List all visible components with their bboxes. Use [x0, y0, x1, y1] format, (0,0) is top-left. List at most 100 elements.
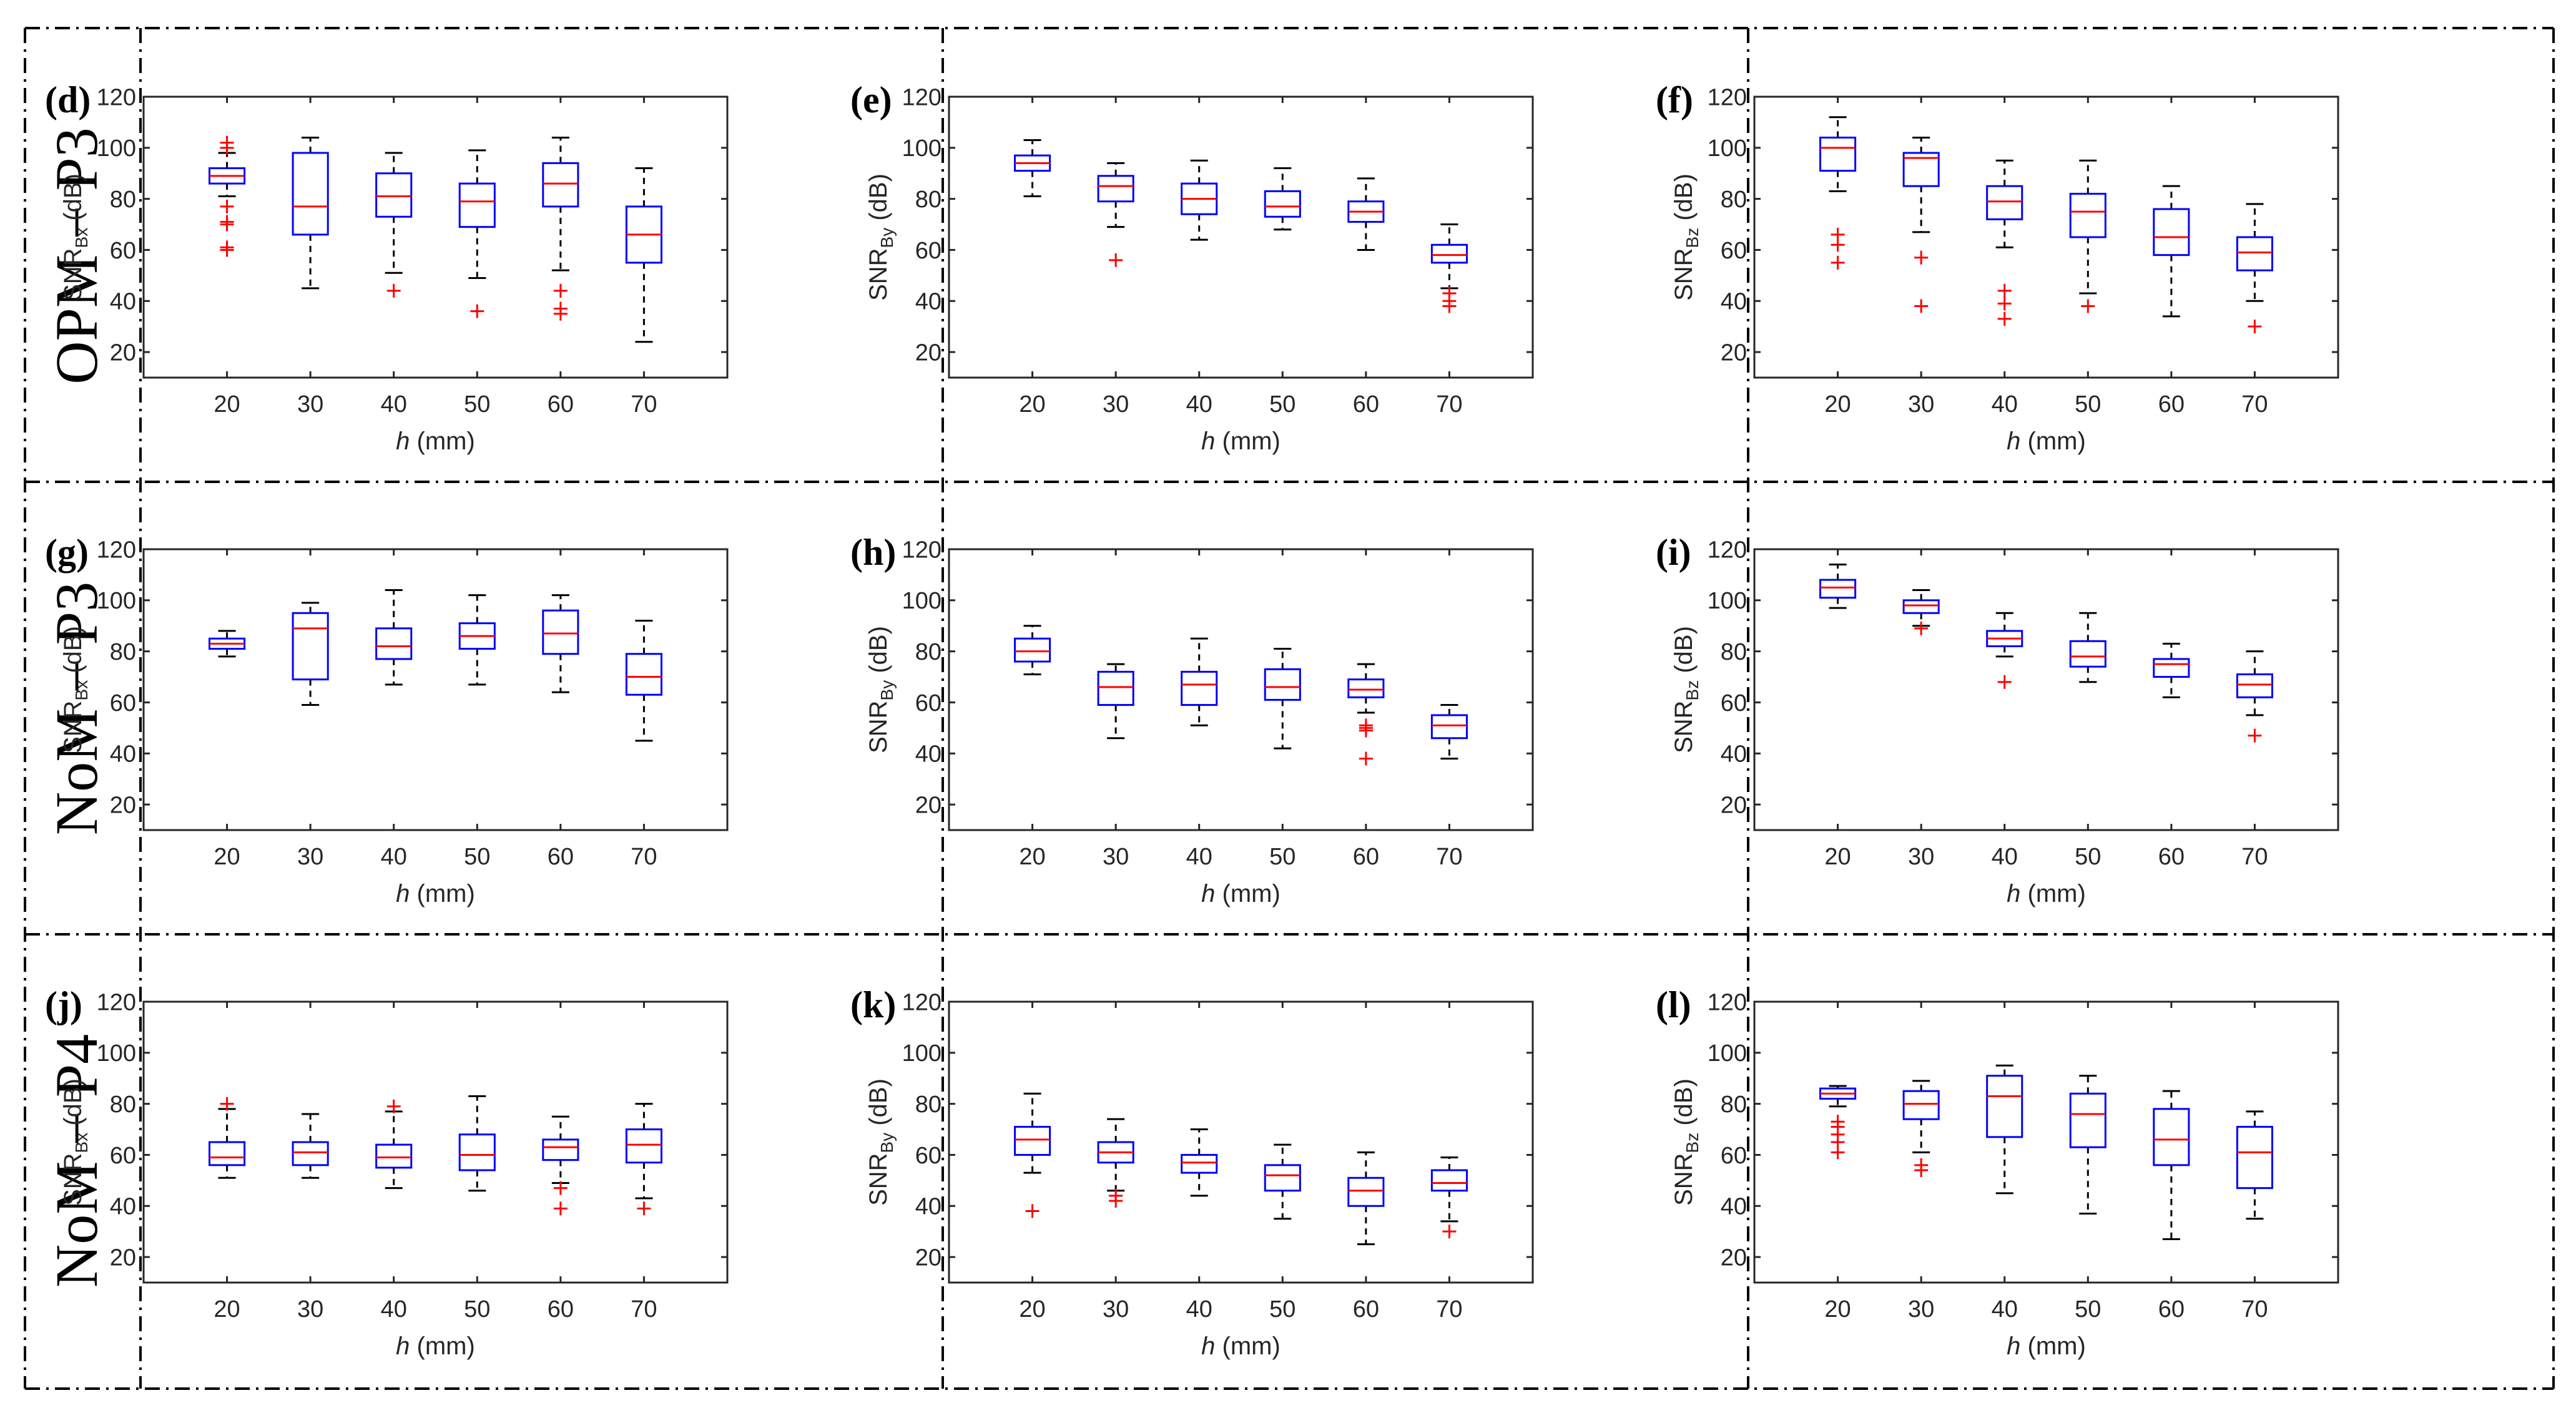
- x-axis-label-unit: (mm): [2020, 880, 2085, 907]
- x-tick-label: 20: [1019, 1296, 1045, 1322]
- y-axis-label-base: SNR: [59, 700, 87, 753]
- x-tick-label: 50: [464, 391, 490, 418]
- outlier-marker: [1831, 255, 1845, 270]
- plot-axes-box: [948, 95, 1534, 379]
- x-tick-label: 20: [1824, 1296, 1851, 1322]
- x-axis-label-variable: h: [396, 880, 410, 907]
- y-tick-label: 20: [110, 340, 136, 366]
- x-tick-label: 70: [631, 844, 657, 870]
- y-axis-label: SNRBx (dB): [59, 174, 91, 301]
- y-tick-label: 120: [97, 989, 136, 1015]
- box-iqr: [1430, 243, 1468, 264]
- box-iqr: [1430, 1169, 1468, 1192]
- y-axis-label: SNRBx (dB): [59, 1078, 91, 1206]
- box-40: [1986, 1064, 2023, 1195]
- box-70: [1430, 1156, 1468, 1239]
- box-30: [1097, 162, 1134, 267]
- x-axis-label-unit: (mm): [1215, 428, 1280, 455]
- box-40: [1986, 612, 2023, 689]
- outlier-marker: [1831, 1115, 1845, 1129]
- x-axis-label-variable: h: [2007, 1332, 2020, 1360]
- y-tick-label: 80: [110, 187, 136, 213]
- y-tick-label: 100: [1708, 135, 1747, 162]
- x-axis-label-variable: h: [396, 1332, 410, 1360]
- panel-d: 20 40 60 80 100 120 20 30 40 50 60 70 h (mm) SNRBx (d…: [45, 79, 729, 455]
- x-tick-label: 20: [1019, 391, 1045, 418]
- x-tick-label: 60: [2158, 391, 2185, 418]
- x-tick-label: 60: [548, 1296, 574, 1322]
- y-tick-label: 40: [110, 1194, 136, 1220]
- y-axis-label-unit: (dB): [865, 626, 892, 680]
- y-tick-label: 120: [1708, 537, 1747, 563]
- y-axis-label-unit: (dB): [59, 1078, 87, 1133]
- y-axis-label: SNRBx (dB): [59, 626, 91, 753]
- y-axis-label-unit: (dB): [59, 626, 87, 680]
- x-tick-label: 40: [1186, 1296, 1212, 1322]
- box-70: [2236, 203, 2273, 334]
- box-iqr: [375, 172, 413, 218]
- y-tick-label: 60: [110, 238, 136, 264]
- box-20: [1819, 564, 1857, 609]
- row-labels: OPM − P3 NoM − P3 NoM − P4: [43, 127, 110, 1288]
- box-iqr: [458, 1133, 496, 1171]
- y-tick-label: 60: [110, 1143, 136, 1169]
- outlier-marker: [386, 1099, 401, 1113]
- y-axis-label-subscript: Bx: [72, 680, 91, 701]
- x-tick-label: 70: [1436, 1296, 1462, 1322]
- y-tick-label: 20: [915, 1244, 941, 1271]
- box-20: [1819, 116, 1857, 270]
- plot-axes-box: [948, 548, 1534, 831]
- y-tick-label: 60: [110, 690, 136, 716]
- box-50: [458, 149, 496, 318]
- x-axis-label-unit: (mm): [410, 428, 474, 455]
- plot-axes-box: [142, 1000, 729, 1284]
- box-40: [1986, 159, 2023, 326]
- box-20: [1014, 1092, 1051, 1218]
- x-tick-label: 70: [2241, 391, 2268, 418]
- y-axis-label: SNRBy (dB): [865, 1078, 897, 1206]
- x-tick-label: 20: [1824, 391, 1851, 418]
- x-tick-label: 60: [1353, 391, 1379, 418]
- y-axis-label-unit: (dB): [1670, 1078, 1698, 1133]
- box-30: [292, 602, 329, 706]
- x-axis-label: h (mm): [396, 428, 475, 455]
- x-tick-label: 40: [1992, 391, 2018, 418]
- box-20: [1014, 625, 1051, 675]
- x-tick-label: 20: [214, 844, 240, 870]
- x-tick-label: 60: [548, 391, 574, 418]
- box-50: [2069, 612, 2107, 683]
- panel-j: 20 40 60 80 100 120 20 30 40 50 60 70 h (mm) SNRBx (d…: [45, 984, 729, 1360]
- box-30: [292, 1113, 329, 1179]
- plot-axes-box: [1753, 95, 2339, 379]
- box-iqr: [209, 1141, 246, 1166]
- box-iqr: [1902, 599, 1940, 614]
- x-tick-label: 40: [381, 391, 407, 418]
- x-tick-label: 70: [1436, 844, 1462, 870]
- y-tick-label: 80: [110, 1092, 136, 1118]
- y-tick-label: 100: [97, 588, 136, 614]
- y-axis-label-unit: (dB): [59, 174, 87, 228]
- x-tick-label: 30: [1103, 844, 1129, 870]
- y-axis-label-base: SNR: [1670, 248, 1698, 300]
- panel-letter: (f): [1656, 79, 1693, 120]
- x-tick-label: 30: [1908, 844, 1934, 870]
- box-iqr: [375, 627, 413, 660]
- panel-letter: (d): [45, 79, 91, 120]
- outlier-marker: [1109, 253, 1123, 267]
- y-axis-label: SNRBy (dB): [865, 626, 897, 753]
- y-tick-label: 80: [1721, 639, 1747, 665]
- panel-letter: (h): [850, 532, 896, 573]
- x-tick-label: 30: [297, 844, 323, 870]
- x-tick-label: 50: [1269, 844, 1295, 870]
- x-axis-label-variable: h: [1201, 1332, 1215, 1360]
- box-20: [209, 135, 246, 257]
- box-iqr: [2236, 236, 2273, 271]
- y-axis-label-unit: (dB): [1670, 174, 1698, 228]
- box-20: [1819, 1085, 1857, 1160]
- box-40: [1181, 637, 1218, 726]
- x-axis-label-unit: (mm): [2020, 1332, 2085, 1360]
- box-70: [1430, 704, 1468, 760]
- x-tick-label: 20: [1019, 844, 1045, 870]
- outlier-marker: [553, 1201, 568, 1216]
- panel-letter: (k): [850, 984, 896, 1025]
